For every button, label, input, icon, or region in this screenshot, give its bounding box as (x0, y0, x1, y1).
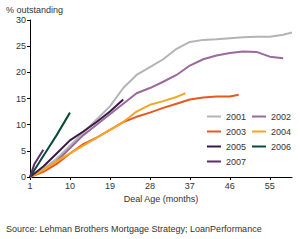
svg-text:55: 55 (265, 181, 275, 191)
svg-text:20: 20 (16, 67, 26, 77)
svg-text:2007: 2007 (226, 157, 246, 167)
svg-text:0: 0 (21, 172, 26, 182)
svg-text:10: 10 (65, 181, 75, 191)
svg-text:30: 30 (16, 15, 26, 25)
svg-text:Deal Age (months): Deal Age (months) (124, 194, 199, 204)
svg-text:37: 37 (185, 181, 195, 191)
svg-text:2002: 2002 (271, 112, 291, 122)
svg-text:2006: 2006 (271, 142, 291, 152)
svg-text:2004: 2004 (271, 127, 291, 137)
svg-text:46: 46 (225, 181, 235, 191)
svg-text:28: 28 (145, 181, 155, 191)
svg-text:15: 15 (16, 94, 26, 104)
svg-text:2001: 2001 (226, 112, 246, 122)
svg-text:10: 10 (16, 120, 26, 130)
svg-text:Source: Lehman Brothers Mortga: Source: Lehman Brothers Mortgage Strateg… (6, 224, 262, 234)
svg-text:5: 5 (21, 146, 26, 156)
svg-text:1: 1 (27, 181, 32, 191)
svg-text:19: 19 (105, 181, 115, 191)
svg-text:2005: 2005 (226, 142, 246, 152)
svg-text:2003: 2003 (226, 127, 246, 137)
svg-text:% outstanding: % outstanding (6, 5, 63, 15)
svg-text:25: 25 (16, 41, 26, 51)
